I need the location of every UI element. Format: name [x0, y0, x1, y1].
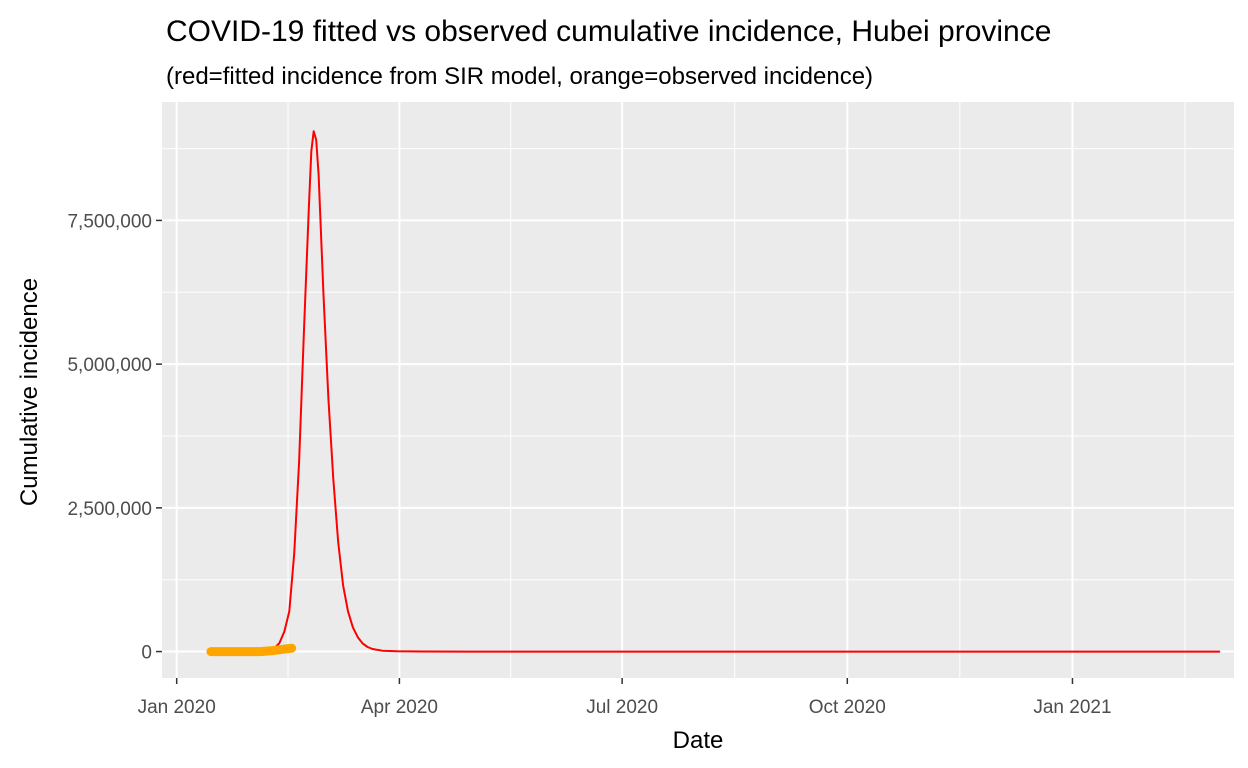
series-layer — [206, 130, 1221, 657]
x-tick-labels: Jan 2020 Apr 2020 Jul 2020 Oct 2020 Jan 2021 — [138, 697, 1112, 718]
chart-subtitle: (red=fitted incidence from SIR model, or… — [166, 63, 873, 90]
y-tick-label: 2,500,000 — [67, 499, 152, 520]
minor-gridlines — [162, 102, 1234, 678]
x-tick-label: Jan 2021 — [1033, 697, 1111, 718]
y-tick-label: 7,500,000 — [67, 211, 152, 232]
y-axis-title: Cumulative incidence — [16, 278, 43, 506]
x-tick-label: Jan 2020 — [138, 697, 216, 718]
plot-panel — [162, 102, 1234, 678]
x-tick-label: Oct 2020 — [809, 697, 886, 718]
y-tick-label: 5,000,000 — [67, 355, 152, 376]
y-tick-labels: 0 2,500,000 5,000,000 7,500,000 — [67, 211, 152, 663]
axis-ticks — [156, 219, 1074, 684]
fitted-sir-series — [209, 130, 1221, 653]
x-tick-label: Jul 2020 — [586, 697, 658, 718]
observed-incidence-series — [206, 643, 297, 657]
x-tick-label: Apr 2020 — [361, 697, 438, 718]
y-tick-label: 0 — [141, 643, 152, 664]
chart-title: COVID-19 fitted vs observed cumulative i… — [166, 15, 1051, 48]
x-axis-title: Date — [673, 727, 724, 754]
